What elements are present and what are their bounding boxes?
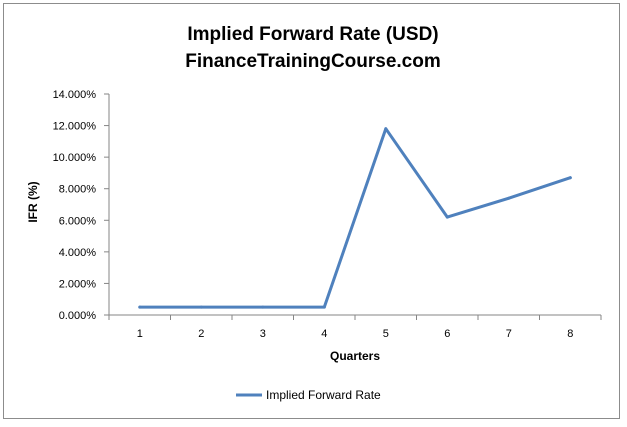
chart-frame (3, 3, 620, 419)
y-tick-label: 2.000% (59, 278, 97, 290)
chart-subtitle: FinanceTrainingCourse.com (185, 51, 441, 72)
y-tick-label: 6.000% (59, 215, 97, 227)
y-tick-label: 8.000% (59, 184, 97, 196)
x-tick-label: 3 (260, 328, 266, 340)
y-tick-label: 14.000% (53, 89, 97, 101)
data-point (568, 176, 572, 180)
y-tick-label: 4.000% (59, 247, 97, 259)
data-point (507, 196, 511, 200)
data-point (138, 305, 142, 309)
data-point (322, 305, 326, 309)
x-tick-label: 8 (567, 328, 573, 340)
x-tick-marks (108, 315, 602, 320)
legend: Implied Forward Rate (236, 388, 381, 402)
y-tick-label: 12.000% (53, 121, 97, 133)
data-point (199, 305, 203, 309)
data-point (261, 305, 265, 309)
x-tick-label: 7 (506, 328, 512, 340)
x-tick-label: 1 (137, 328, 143, 340)
x-axis-title: Quarters (330, 349, 380, 363)
y-tick-labels: 0.000% 2.000% 4.000% 6.000% 8.000% 10.000% 12.… (53, 89, 97, 322)
x-tick-labels: 1 2 3 4 5 6 7 8 (137, 328, 574, 340)
x-tick-label: 4 (321, 328, 327, 340)
y-tick-label: 10.000% (53, 152, 97, 164)
y-tick-marks (104, 93, 109, 316)
x-tick-label: 6 (444, 328, 450, 340)
series-line (138, 127, 572, 309)
x-tick-label: 2 (198, 328, 204, 340)
data-point (445, 215, 449, 219)
x-tick-label: 5 (383, 328, 389, 340)
legend-label: Implied Forward Rate (266, 388, 381, 402)
data-point (384, 127, 388, 131)
y-tick-label: 0.000% (59, 310, 97, 322)
chart-title: Implied Forward Rate (USD) (187, 24, 438, 45)
y-axis-title: IFR (%) (26, 181, 40, 222)
series-group (138, 127, 572, 309)
